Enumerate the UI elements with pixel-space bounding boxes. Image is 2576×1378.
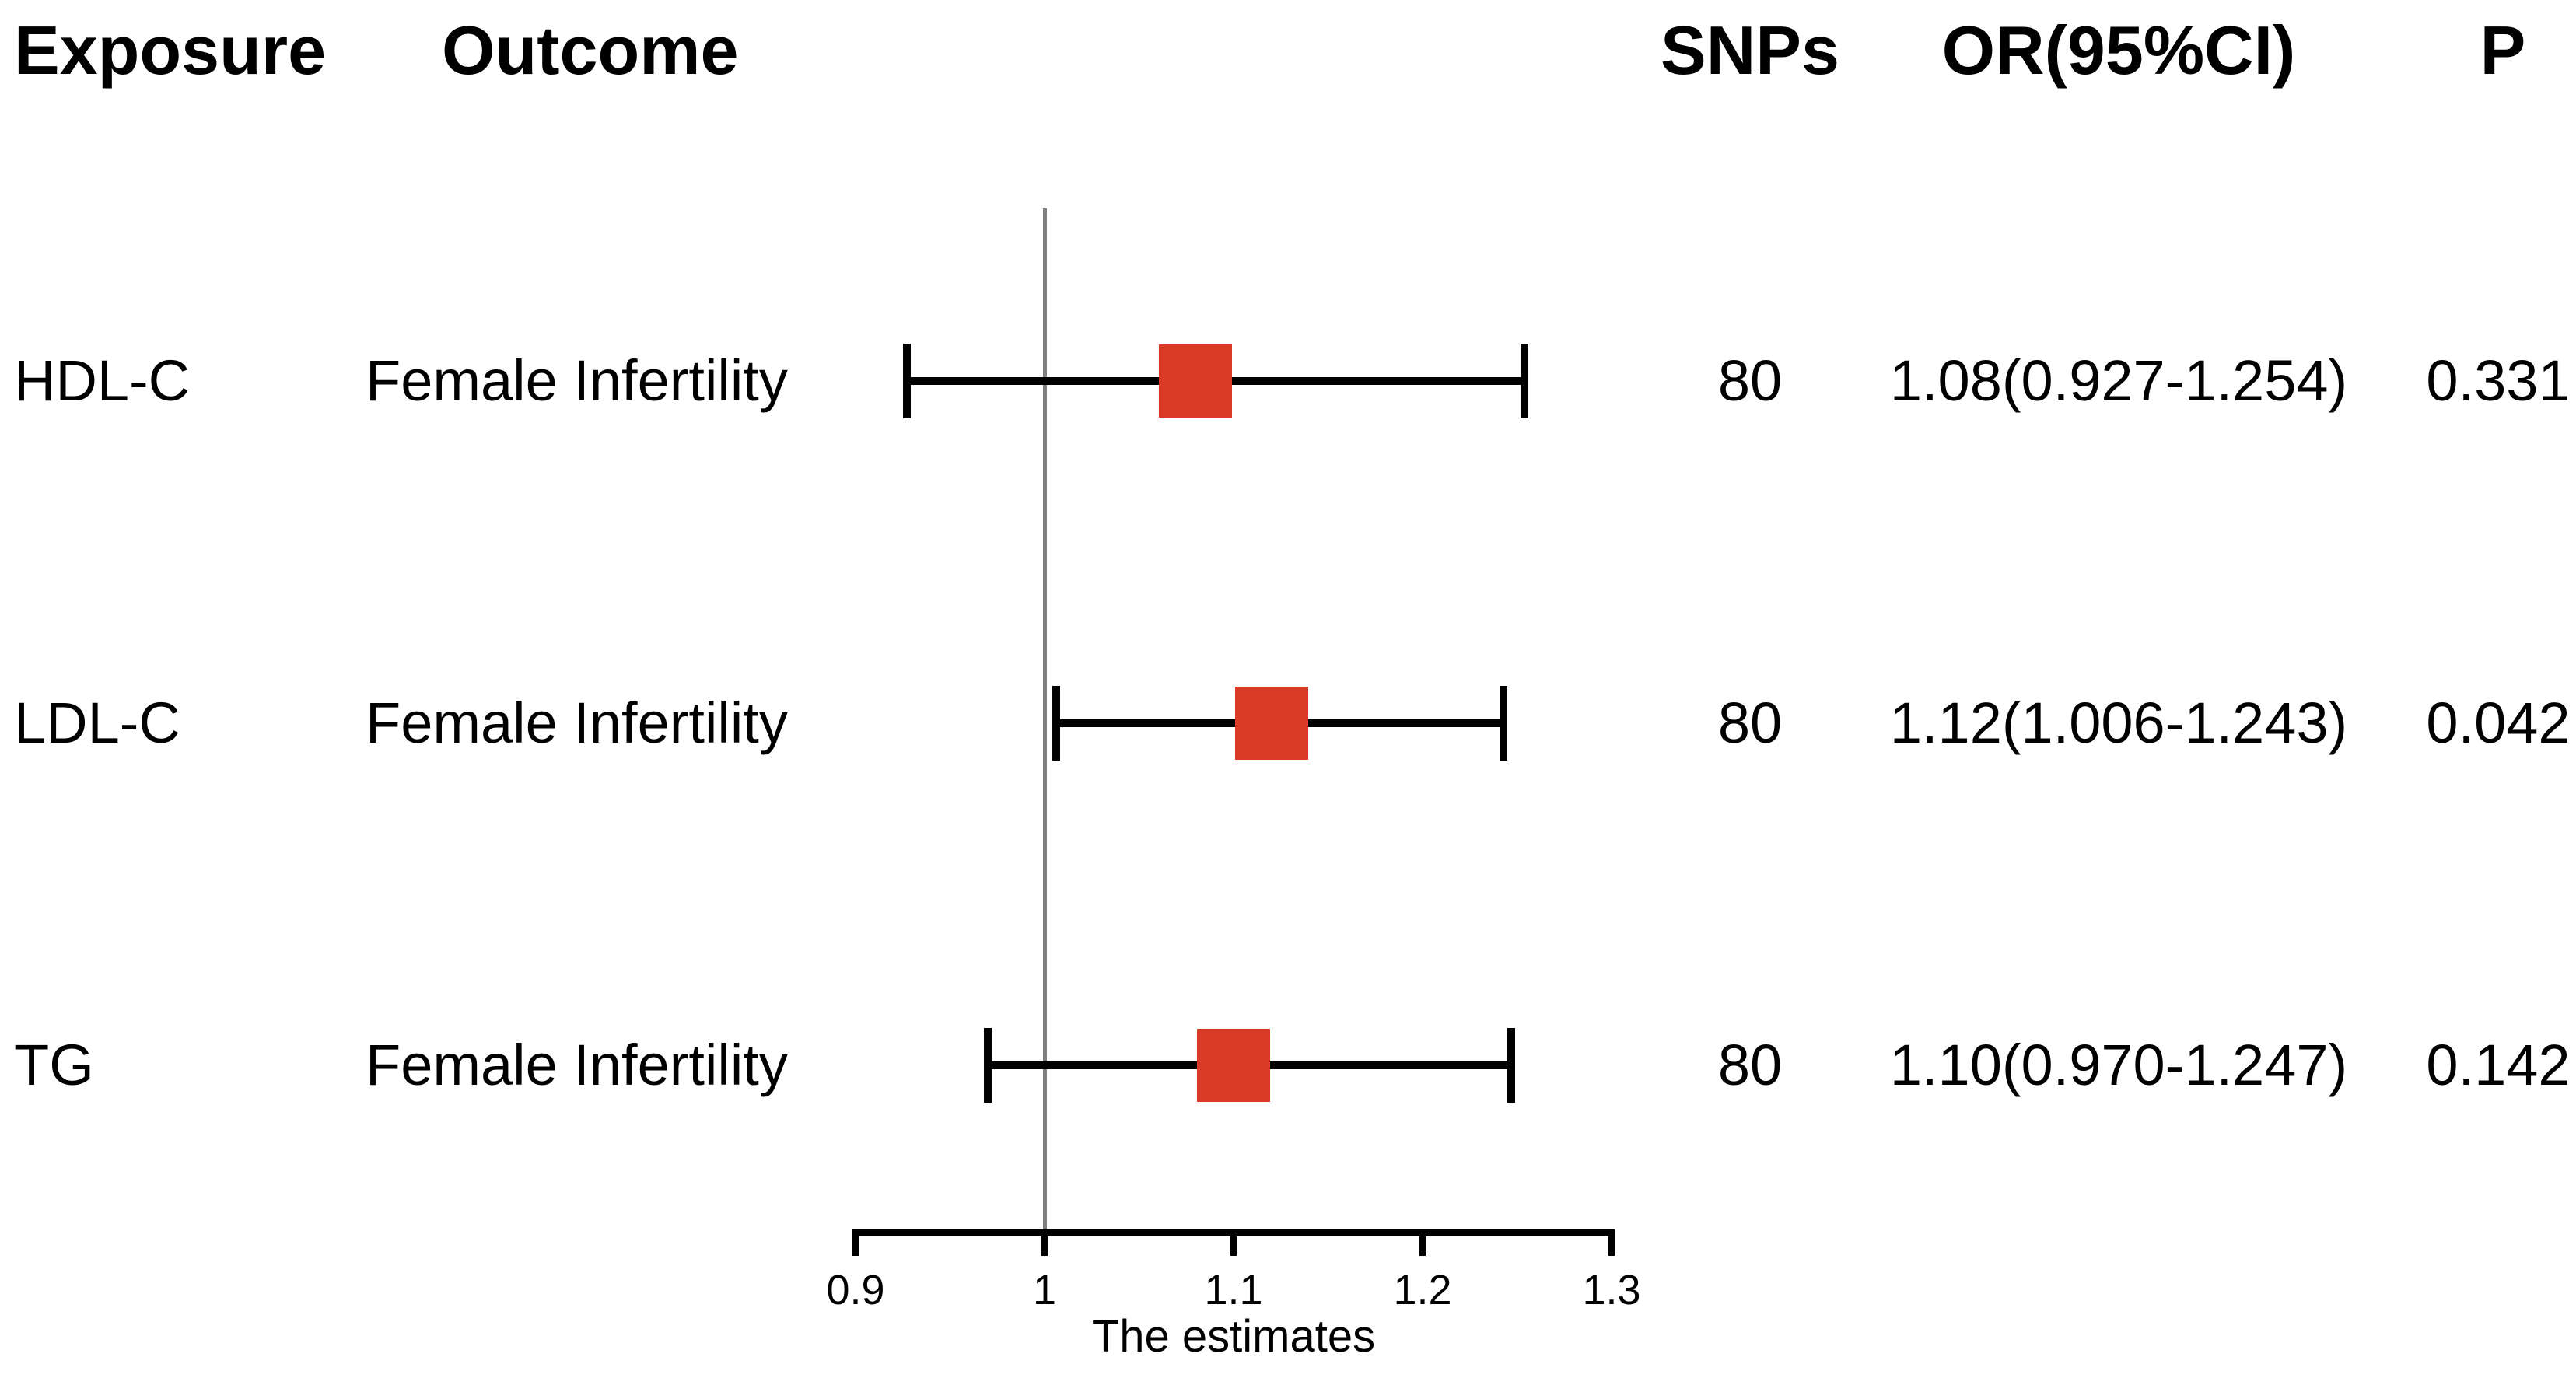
or-estimate-square — [1234, 687, 1308, 760]
row-outcome-label: Female Infertility — [366, 348, 788, 413]
row-or-ci-value: 1.10(0.970-1.247) — [1889, 1033, 2348, 1097]
ci-cap-right — [1500, 686, 1508, 761]
x-axis-tick-label: 1.3 — [1582, 1267, 1641, 1313]
ci-cap-left — [1052, 686, 1060, 761]
x-axis-tick-label: 1 — [1032, 1267, 1057, 1313]
row-exposure-label: TG — [14, 1033, 94, 1097]
row-snps-value: 80 — [1717, 348, 1783, 413]
header-or-ci: OR(95%CI) — [1941, 12, 2296, 89]
row-exposure-label: LDL-C — [14, 691, 180, 755]
x-axis-title: The estimates — [1091, 1311, 1376, 1362]
header-outcome: Outcome — [442, 12, 739, 89]
x-axis-tick — [1041, 1233, 1048, 1256]
row-or-ci-value: 1.12(1.006-1.243) — [1889, 691, 2348, 755]
row-p-value: 0.042 — [2426, 691, 2571, 755]
or-estimate-square — [1197, 1029, 1270, 1102]
row-or-ci-value: 1.08(0.927-1.254) — [1889, 348, 2348, 413]
row-p-value: 0.331 — [2426, 348, 2571, 413]
x-axis-tick — [1419, 1233, 1426, 1256]
ci-cap-left — [902, 344, 911, 418]
x-axis-tick-label: 0.9 — [826, 1267, 885, 1313]
ci-cap-left — [984, 1028, 992, 1103]
x-axis-tick-label: 1.1 — [1204, 1267, 1263, 1313]
ci-cap-right — [1521, 344, 1529, 418]
x-axis-tick — [1230, 1233, 1237, 1256]
x-axis-tick — [852, 1233, 859, 1256]
row-exposure-label: HDL-C — [14, 348, 191, 413]
x-axis-tick — [1608, 1233, 1615, 1256]
x-axis-tick-label: 1.2 — [1393, 1267, 1452, 1313]
or-estimate-square — [1159, 344, 1233, 418]
header-exposure: Exposure — [14, 12, 327, 89]
reference-line — [1042, 208, 1047, 1233]
row-p-value: 0.142 — [2426, 1033, 2571, 1097]
ci-cap-right — [1507, 1028, 1516, 1103]
row-outcome-label: Female Infertility — [366, 1033, 788, 1097]
header-p: P — [2480, 12, 2526, 89]
row-snps-value: 80 — [1717, 1033, 1783, 1097]
row-snps-value: 80 — [1717, 691, 1783, 755]
header-snps: SNPs — [1661, 12, 1839, 89]
row-outcome-label: Female Infertility — [366, 691, 788, 755]
